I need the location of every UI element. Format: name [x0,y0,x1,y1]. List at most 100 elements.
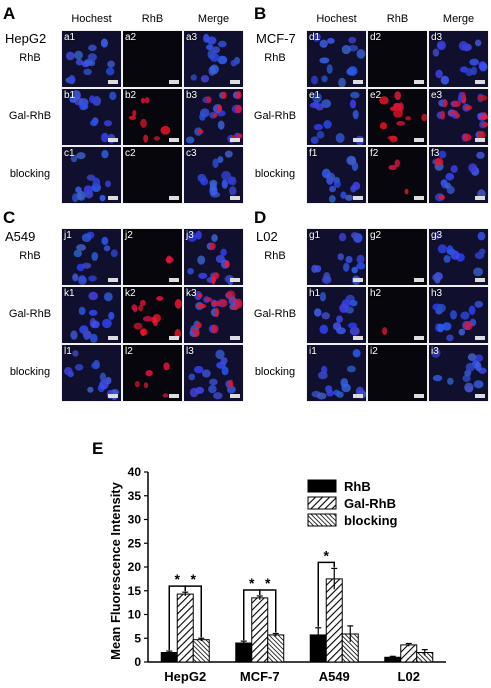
tile-label: f3 [431,148,440,159]
column-header: Hochest [71,13,112,25]
x-tick-label: A549 [319,669,350,684]
scale-bar [414,138,424,142]
y-tick-label: 5 [134,631,141,645]
scale-bar [353,138,363,142]
micrograph-tile: f3 [428,146,489,204]
bar [235,642,253,663]
scale-bar [414,80,424,84]
significance-star: * [191,571,197,587]
tile-label: b3 [186,90,198,101]
tile-label: l3 [186,346,194,357]
scale-bar [230,196,240,200]
micrograph-tile: i1 [306,344,367,402]
scale-bar [353,196,363,200]
bar [267,634,285,663]
row-label: Gal-RhB [8,308,52,320]
micrograph-tile: g3 [428,228,489,286]
tile-label: d3 [431,32,443,43]
scale-bar [108,336,118,340]
legend-label: RhB [344,479,371,494]
tile-label: k1 [64,288,75,299]
column-header: RhB [141,13,164,25]
row-label: blocking [9,168,51,180]
bar [176,593,194,663]
panel-letter: E [92,439,103,458]
scale-bar [353,394,363,398]
cell-line-label: HepG2 [5,31,47,46]
micrograph-tile: k3 [183,286,244,344]
scale-bar [475,196,485,200]
row-label: blocking [254,168,296,180]
y-tick-label: 30 [128,513,142,527]
micrograph-tile: f2 [367,146,428,204]
tile-label: d1 [309,32,321,43]
micrograph-tile: b2 [122,88,183,146]
tile-label: b2 [125,90,137,101]
legend-swatch [307,513,337,527]
row-label: Gal-RhB [253,308,297,320]
scale-bar [169,336,179,340]
bar [251,597,269,663]
bar [192,639,210,663]
significance-star: * [324,547,330,563]
scale-bar [230,138,240,142]
tile-label: a3 [186,32,198,43]
y-tick-label: 20 [128,560,142,574]
tile-label: k2 [125,288,136,299]
row-label: blocking [9,366,51,378]
tile-label: e2 [370,90,382,101]
row-label: RhB [264,52,286,64]
scale-bar [169,196,179,200]
scale-bar [108,80,118,84]
x-tick-label: HepG2 [164,669,206,684]
y-tick-label: 35 [128,489,142,503]
tile-label: c2 [125,148,136,159]
legend-label: blocking [344,513,398,528]
micrograph-tile: d3 [428,30,489,88]
panel-letter: B [254,4,267,23]
tile-label: g1 [309,230,321,241]
significance-star: * [175,571,181,587]
bar-chart: E 0 5 10 15 20 25 30 35 40 Mean Fluorescence Inten… [92,439,446,684]
tile-label: i2 [370,346,378,357]
significance-bracket [317,561,335,627]
row-label: blocking [254,366,296,378]
bar [325,578,343,663]
tile-label: f2 [370,148,379,159]
tile-label: k3 [186,288,197,299]
scale-bar [414,394,424,398]
scale-bar [475,336,485,340]
micrograph-tile: d2 [367,30,428,88]
tile-label: i1 [309,346,317,357]
significance-star: * [265,575,271,591]
tile-label: j2 [125,230,133,241]
panel-letter: D [254,208,267,227]
micrograph-tile: g2 [367,228,428,286]
micrograph-tile: j2 [122,228,183,286]
y-tick-label: 0 [134,655,141,669]
tile-label: g2 [370,230,382,241]
row-label: Gal-RhB [253,110,297,122]
scale-bar [108,196,118,200]
tile-label: h1 [309,288,321,299]
tile-label: j1 [64,230,72,241]
column-header: Hochest [316,13,357,25]
micrograph-tile: c1 [61,146,122,204]
micrograph-tile: f1 [306,146,367,204]
scale-bar [353,336,363,340]
tile-label: j3 [186,230,194,241]
micrograph-tile: b3 [183,88,244,146]
micrograph-tile: e3 [428,88,489,146]
micrograph-tile: d1 [306,30,367,88]
micrograph-tile: b1 [61,88,122,146]
scale-bar [475,278,485,282]
legend-swatch [307,479,337,493]
x-tick-label: MCF-7 [240,669,280,684]
scale-bar [230,336,240,340]
significance-star: * [249,575,255,591]
row-label: RhB [19,250,41,262]
micrograph-tile: a1 [61,30,122,88]
y-tick-label: 25 [128,536,142,550]
tile-label: h2 [370,288,382,299]
micrograph-tile: c3 [183,146,244,204]
